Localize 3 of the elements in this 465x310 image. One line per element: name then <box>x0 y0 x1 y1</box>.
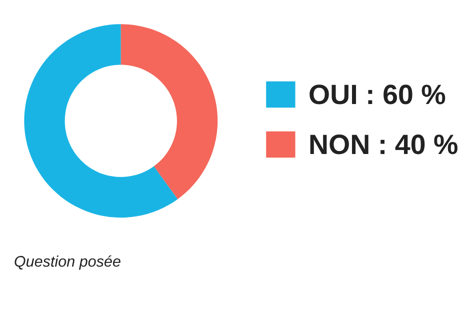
legend-label: NON : 40 % <box>310 134 458 154</box>
text: Question posée <box>14 255 120 270</box>
legend-label: OUI : 60 % <box>310 84 446 104</box>
